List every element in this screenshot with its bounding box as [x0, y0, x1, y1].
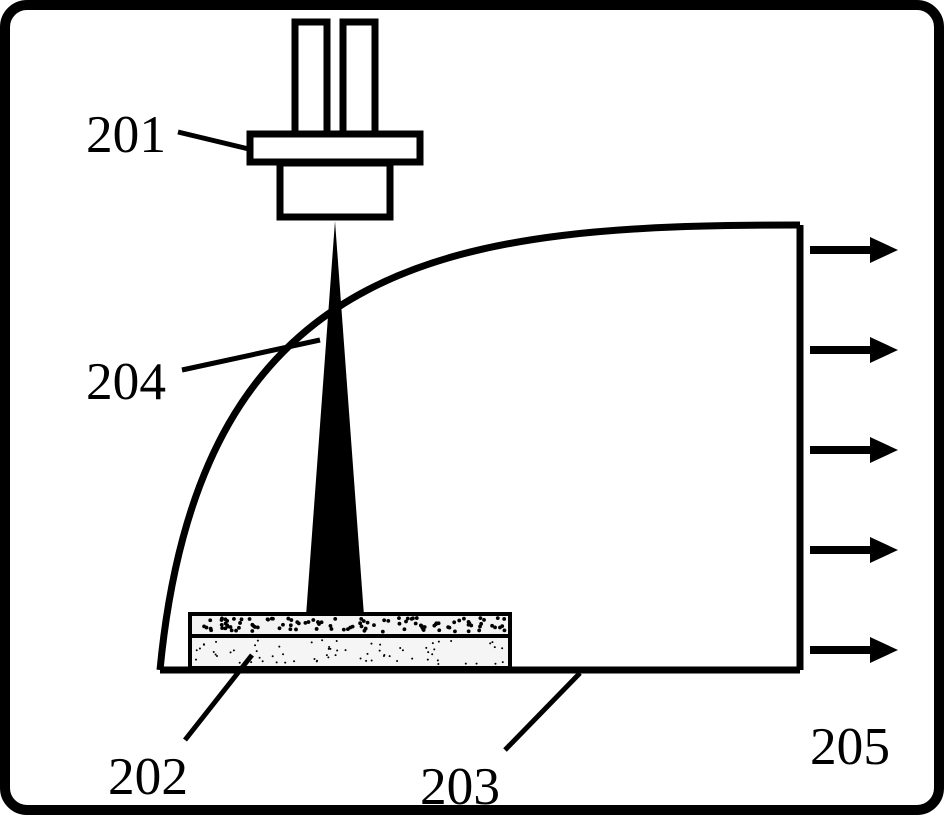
label-204: 204 [86, 350, 166, 412]
label-201: 201 [86, 103, 166, 165]
label-205: 205 [810, 715, 890, 777]
diagram-stage: 201 204 202 203 205 [0, 0, 944, 815]
label-203: 203 [420, 755, 500, 817]
label-202: 202 [108, 745, 188, 807]
